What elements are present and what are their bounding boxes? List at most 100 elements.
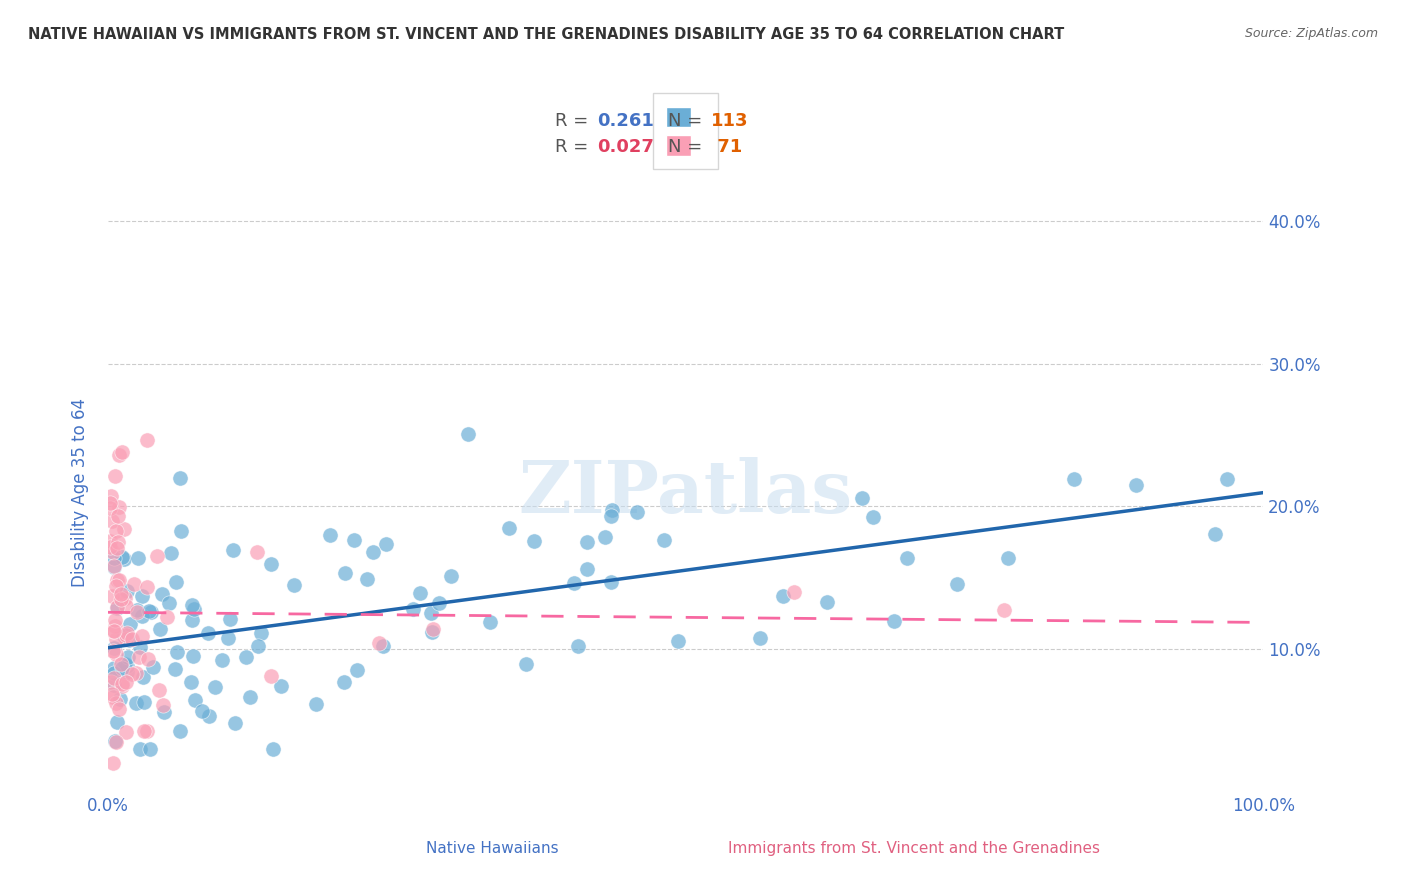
Native Hawaiians [163,662,186,676]
Immigrants from St. Vincent and the Grenadines [104,619,127,633]
Native Hawaiians [111,550,134,565]
Immigrants from St. Vincent and the Grenadines [98,501,121,516]
Immigrants from St. Vincent and the Grenadines [368,636,391,650]
Native Hawaiians [576,561,599,575]
Immigrants from St. Vincent and the Grenadines [112,522,135,536]
Native Hawaiians [375,537,398,551]
Native Hawaiians [319,528,342,542]
Native Hawaiians [270,679,292,693]
Immigrants from St. Vincent and the Grenadines [110,587,132,601]
Immigrants from St. Vincent and the Grenadines [103,624,125,638]
Immigrants from St. Vincent and the Grenadines [132,724,155,739]
Native Hawaiians [342,533,364,548]
Native Hawaiians [402,602,425,616]
Immigrants from St. Vincent and the Grenadines [145,549,167,563]
Text: N =: N = [668,112,702,129]
Immigrants from St. Vincent and the Grenadines [993,603,1015,617]
Immigrants from St. Vincent and the Grenadines [148,682,170,697]
Native Hawaiians [361,545,384,559]
Text: 113: 113 [711,112,749,129]
Native Hawaiians [184,693,207,707]
Legend: , : , [654,94,718,169]
Native Hawaiians [197,626,219,640]
Immigrants from St. Vincent and the Grenadines [127,605,149,619]
Native Hawaiians [191,704,214,718]
Native Hawaiians [134,695,156,709]
Immigrants from St. Vincent and the Grenadines [110,591,132,606]
Immigrants from St. Vincent and the Grenadines [101,644,124,658]
Native Hawaiians [141,605,163,619]
Immigrants from St. Vincent and the Grenadines [101,687,124,701]
Native Hawaiians [260,557,283,571]
Immigrants from St. Vincent and the Grenadines [135,580,157,594]
Text: NATIVE HAWAIIAN VS IMMIGRANTS FROM ST. VINCENT AND THE GRENADINES DISABILITY AGE: NATIVE HAWAIIAN VS IMMIGRANTS FROM ST. V… [28,27,1064,42]
Immigrants from St. Vincent and the Grenadines [422,622,444,636]
Immigrants from St. Vincent and the Grenadines [110,657,132,672]
Immigrants from St. Vincent and the Grenadines [100,514,122,528]
Native Hawaiians [567,640,589,654]
Native Hawaiians [332,674,354,689]
Native Hawaiians [139,742,162,756]
Native Hawaiians [217,631,239,645]
Native Hawaiians [305,698,328,712]
Native Hawaiians [851,491,873,506]
Immigrants from St. Vincent and the Grenadines [115,725,138,739]
Native Hawaiians [420,624,443,639]
Immigrants from St. Vincent and the Grenadines [108,702,131,716]
Native Hawaiians [562,575,585,590]
Immigrants from St. Vincent and the Grenadines [136,434,159,448]
Native Hawaiians [262,742,284,756]
Native Hawaiians [896,550,918,565]
Immigrants from St. Vincent and the Grenadines [107,508,129,523]
Native Hawaiians [131,670,153,684]
Native Hawaiians [181,613,204,627]
Native Hawaiians [115,665,138,680]
Native Hawaiians [103,661,125,675]
Native Hawaiians [112,629,135,643]
Native Hawaiians [170,524,193,539]
Native Hawaiians [157,596,180,610]
Native Hawaiians [419,606,441,620]
Native Hawaiians [997,550,1019,565]
Text: 0.261: 0.261 [598,112,654,129]
Native Hawaiians [108,692,131,706]
Native Hawaiians [224,715,246,730]
Text: Source: ZipAtlas.com: Source: ZipAtlas.com [1244,27,1378,40]
Native Hawaiians [115,583,138,598]
Native Hawaiians [371,639,394,653]
Native Hawaiians [772,589,794,603]
Native Hawaiians [498,521,520,535]
Immigrants from St. Vincent and the Grenadines [108,448,131,462]
Native Hawaiians [129,640,152,654]
Native Hawaiians [862,509,884,524]
Native Hawaiians [111,661,134,675]
Native Hawaiians [127,551,149,566]
Native Hawaiians [181,599,204,613]
Immigrants from St. Vincent and the Grenadines [128,649,150,664]
Immigrants from St. Vincent and the Grenadines [98,534,121,549]
Native Hawaiians [523,534,546,549]
Immigrants from St. Vincent and the Grenadines [156,609,179,624]
Native Hawaiians [515,657,537,671]
Native Hawaiians [946,577,969,591]
Native Hawaiians [239,690,262,704]
Immigrants from St. Vincent and the Grenadines [100,489,122,503]
Immigrants from St. Vincent and the Grenadines [103,756,125,771]
Immigrants from St. Vincent and the Grenadines [104,524,127,538]
Native Hawaiians [107,714,129,729]
Native Hawaiians [593,531,616,545]
Native Hawaiians [103,678,125,692]
Native Hawaiians [103,666,125,681]
Native Hawaiians [1063,472,1085,486]
Native Hawaiians [1125,478,1147,492]
Native Hawaiians [124,696,146,710]
Immigrants from St. Vincent and the Grenadines [104,579,127,593]
Immigrants from St. Vincent and the Grenadines [260,668,283,682]
Immigrants from St. Vincent and the Grenadines [104,647,127,661]
Immigrants from St. Vincent and the Grenadines [115,628,138,642]
Native Hawaiians [160,546,183,560]
Immigrants from St. Vincent and the Grenadines [101,545,124,559]
Native Hawaiians [180,675,202,690]
Immigrants from St. Vincent and the Grenadines [107,535,129,549]
Native Hawaiians [131,589,153,603]
